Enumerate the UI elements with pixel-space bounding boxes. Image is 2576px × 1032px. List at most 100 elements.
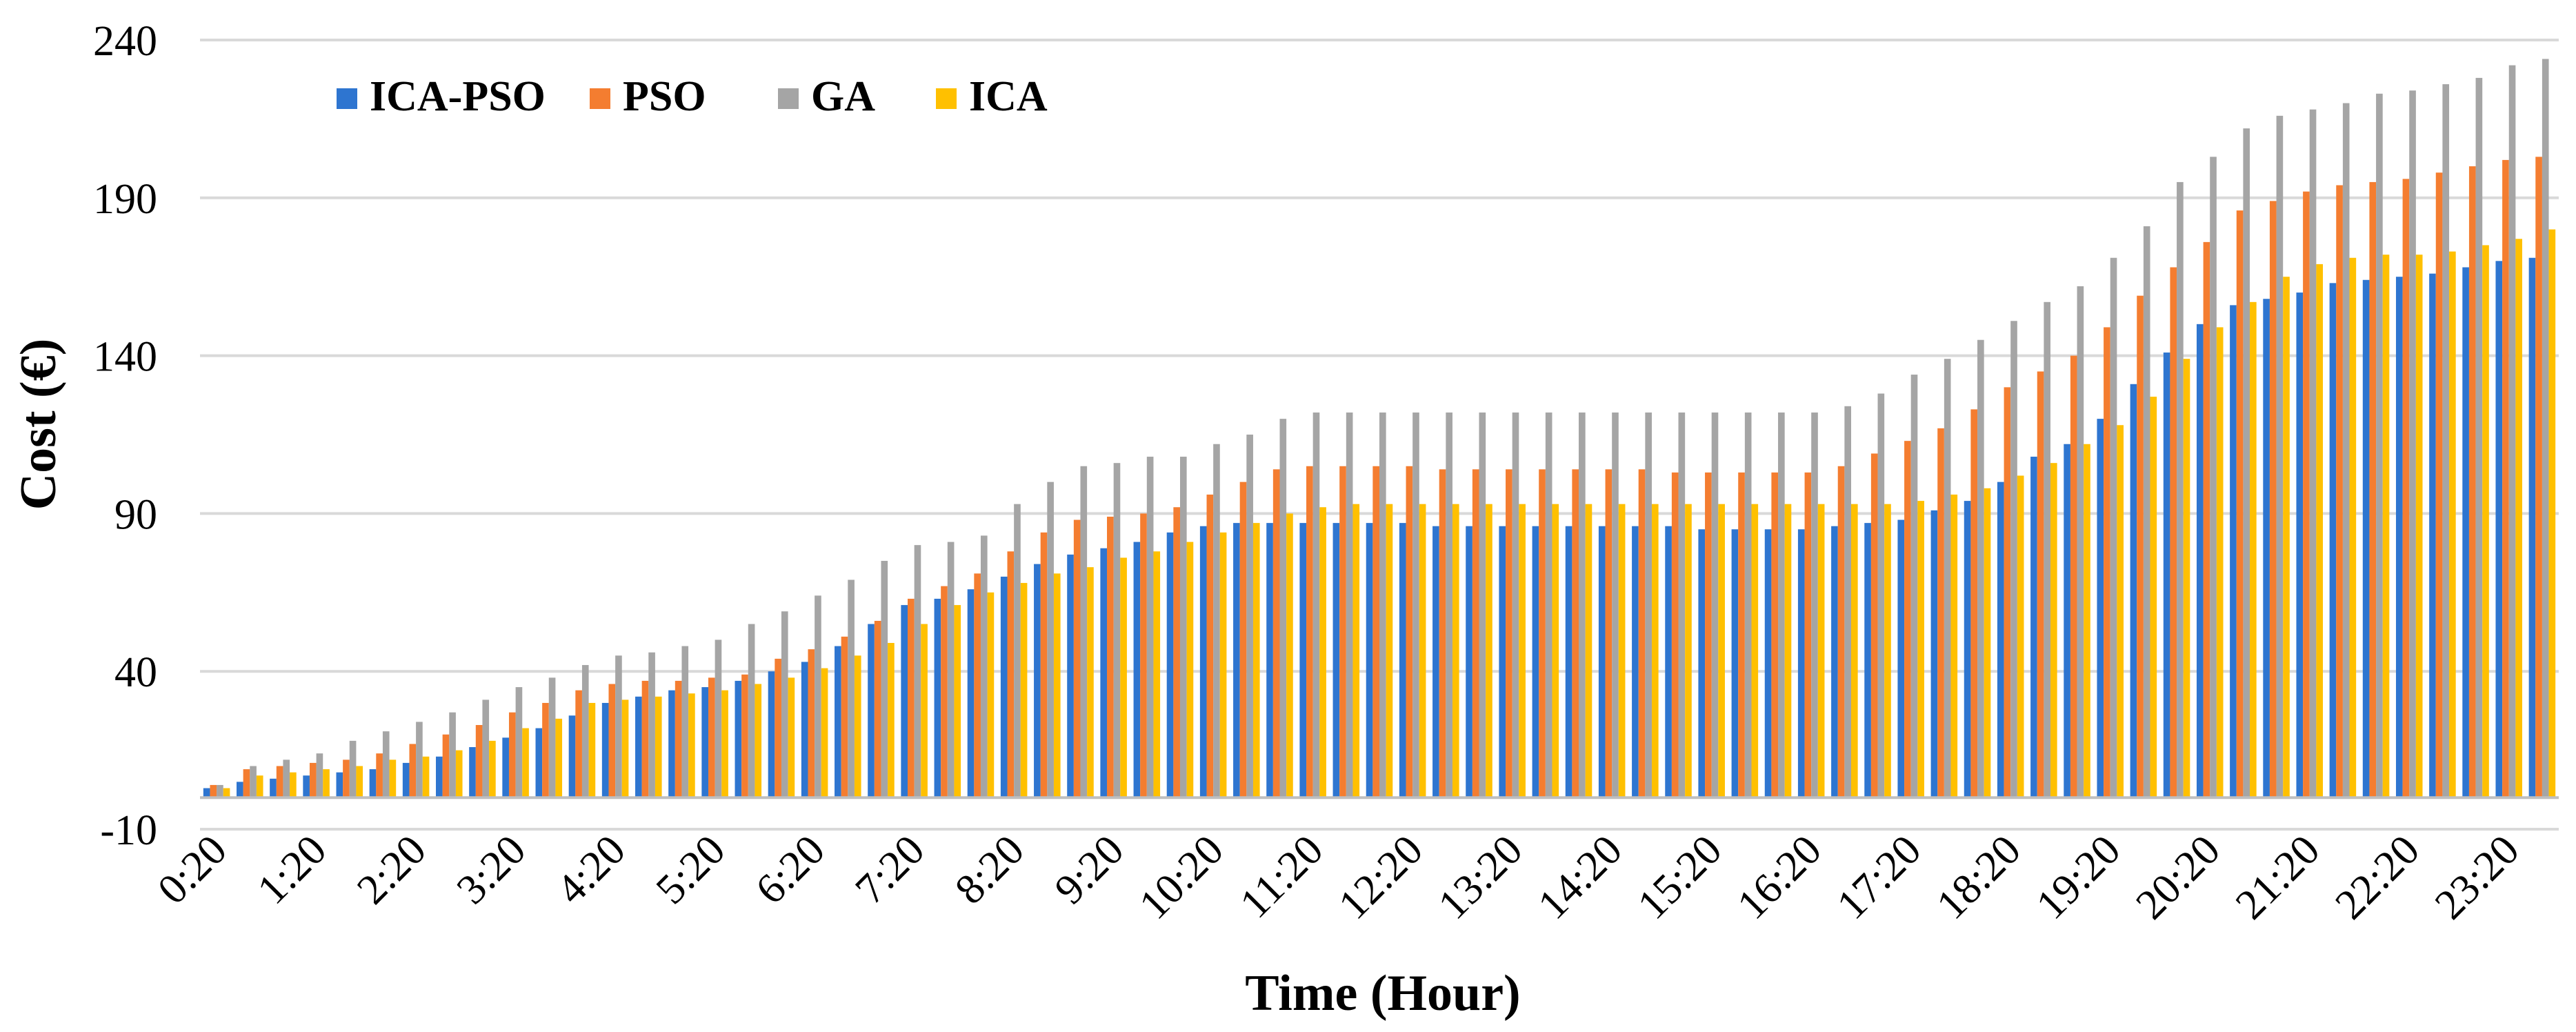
x-tick-label: 18:20: [1928, 826, 2030, 929]
bar-ica-pso: [369, 769, 377, 798]
bar-ica-pso: [2263, 299, 2270, 798]
bar-ica: [1984, 488, 1991, 798]
bar-ica-pso: [1565, 526, 1572, 798]
bar-ica: [588, 702, 596, 798]
bar-ica: [854, 655, 861, 798]
x-tick-label: 5:20: [647, 826, 734, 913]
bar-ica-pso: [436, 756, 443, 798]
bar-ga: [1545, 412, 1552, 798]
bar-pso: [2435, 172, 2443, 798]
bar-ga: [1446, 412, 1452, 798]
legend-label: ICA-PSO: [370, 73, 546, 120]
bar-ga: [1944, 359, 1951, 798]
bar-ica-pso: [768, 671, 775, 798]
bar-ga: [250, 766, 257, 798]
y-tick-label: 190: [93, 176, 157, 223]
bar-pso: [475, 724, 483, 798]
legend-swatch: [590, 88, 610, 109]
bar-pso: [2336, 185, 2343, 798]
bar-ga: [316, 753, 323, 798]
bar-ica: [2349, 257, 2357, 798]
bar-pso: [508, 712, 516, 798]
bar-ica: [1219, 532, 1227, 798]
bar-ica: [2183, 359, 2190, 798]
bar-ica-pso: [2429, 273, 2436, 798]
bar-ga: [2409, 90, 2416, 798]
bar-pso: [1206, 494, 1214, 798]
bar-ica-pso: [1930, 510, 1938, 798]
bar-ica: [1286, 513, 1293, 798]
bar-pso: [1372, 466, 1379, 798]
bar-ica: [2283, 277, 2290, 798]
bar-pso: [1904, 441, 1911, 798]
bar-pso: [1539, 469, 1546, 798]
bar-ica: [1618, 504, 1626, 798]
bar-ga: [2010, 321, 2017, 798]
bar-ica: [921, 624, 928, 798]
bar-ica: [788, 677, 795, 798]
bar-ica: [2050, 463, 2057, 798]
x-tick-label: 1:20: [248, 826, 335, 913]
bar-pso: [309, 762, 317, 798]
bar-pso: [1572, 469, 1579, 798]
bar-ga: [815, 595, 821, 798]
x-tick-label: 14:20: [1529, 826, 1631, 929]
bars: [203, 59, 2556, 798]
bar-pso: [2170, 267, 2177, 798]
bar-ica: [821, 668, 828, 798]
legend-swatch: [778, 88, 799, 109]
bar-ica: [323, 769, 330, 798]
x-tick-label: 16:20: [1728, 826, 1830, 929]
bar-ica-pso: [402, 762, 410, 798]
x-tick-label: 12:20: [1330, 826, 1432, 929]
bar-ga: [2276, 115, 2284, 798]
bar-ga: [416, 722, 423, 798]
bar-pso: [1173, 507, 1180, 798]
bar-ica-pso: [1764, 529, 1772, 798]
bar-ga: [2143, 226, 2150, 798]
x-tick-label: 22:20: [2326, 826, 2428, 929]
x-tick-label: 23:20: [2426, 826, 2528, 929]
bar-pso: [1239, 482, 1247, 798]
bar-ica-pso: [868, 624, 875, 798]
bar-pso: [741, 674, 748, 798]
bar-ica-pso: [1532, 526, 1539, 798]
bar-pso: [941, 586, 948, 798]
bar-ga: [482, 699, 490, 798]
legend-swatch: [337, 88, 357, 109]
bar-ga: [1047, 482, 1054, 798]
bar-ica: [1186, 542, 1194, 798]
bar-pso: [2468, 166, 2476, 798]
x-tick-label: 4:20: [548, 826, 635, 913]
x-tick-label: 10:20: [1130, 826, 1232, 929]
bar-pso: [276, 766, 283, 798]
bar-pso: [1804, 472, 1812, 798]
bar-ica: [1020, 583, 1028, 798]
bar-ga: [2442, 84, 2450, 798]
y-tick-label: 140: [93, 334, 157, 381]
bar-pso: [1506, 469, 1512, 798]
bar-pso: [2137, 295, 2144, 798]
bar-ga: [881, 561, 888, 798]
bar-ga: [1711, 412, 1719, 798]
bar-ica: [2316, 264, 2323, 798]
bar-ica-pso: [2395, 277, 2403, 798]
x-tick-label: 2:20: [348, 826, 435, 913]
bar-ga: [515, 687, 523, 798]
bar-ga: [1014, 504, 1021, 798]
bar-ica: [1718, 504, 1725, 798]
bar-ga: [1146, 457, 1154, 798]
bar-ga: [1512, 412, 1519, 798]
bar-ica: [755, 684, 762, 798]
bar-ica: [1120, 557, 1127, 798]
bar-pso: [2104, 327, 2110, 798]
bar-ica: [489, 740, 496, 798]
bar-ga: [2376, 93, 2383, 798]
bar-ga: [283, 760, 290, 798]
bar-ica: [1817, 504, 1825, 798]
bar-ga: [548, 677, 556, 798]
bar-ga: [382, 731, 390, 798]
bar-ica-pso: [735, 680, 742, 798]
bar-ica-pso: [236, 782, 243, 798]
